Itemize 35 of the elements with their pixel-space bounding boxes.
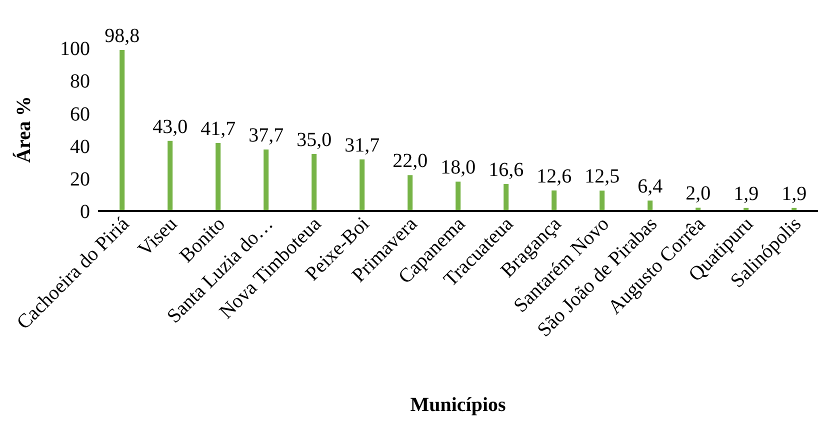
- bar: [408, 175, 413, 211]
- data-label: 31,7: [344, 134, 380, 156]
- data-label: 12,6: [536, 165, 572, 188]
- data-label: 41,7: [200, 118, 236, 140]
- x-axis-title: Municípios: [410, 394, 506, 416]
- data-label: 43,0: [152, 116, 188, 138]
- data-label: 16,6: [488, 158, 524, 181]
- bar: [168, 140, 173, 211]
- data-label: 1,9: [782, 182, 807, 205]
- bar: [552, 190, 557, 211]
- bar: [216, 143, 221, 211]
- data-label: 98,8: [104, 24, 140, 47]
- data-label: 1,9: [734, 182, 759, 205]
- y-tick-label: 20: [70, 168, 90, 190]
- data-label: 35,0: [296, 128, 332, 151]
- bar: [456, 182, 461, 211]
- data-label: 37,7: [248, 124, 284, 147]
- data-label: 2,0: [686, 182, 711, 205]
- data-label: 6,4: [638, 176, 663, 198]
- bar: [600, 190, 605, 211]
- y-axis-title: Área %: [12, 96, 36, 163]
- y-tick-label: 60: [70, 103, 90, 126]
- y-tick-label: 100: [60, 38, 90, 60]
- y-tick-label: 80: [70, 70, 90, 93]
- bar: [504, 184, 509, 211]
- bar: [648, 200, 653, 211]
- y-tick-label: 0: [80, 201, 90, 224]
- bar: [120, 50, 125, 211]
- data-label: 12,5: [584, 166, 620, 188]
- bar: [360, 159, 365, 211]
- bar: [264, 150, 269, 211]
- data-label: 18,0: [440, 156, 476, 179]
- data-label: 22,0: [392, 150, 428, 172]
- y-tick-label: 40: [70, 136, 90, 158]
- bar: [312, 154, 317, 211]
